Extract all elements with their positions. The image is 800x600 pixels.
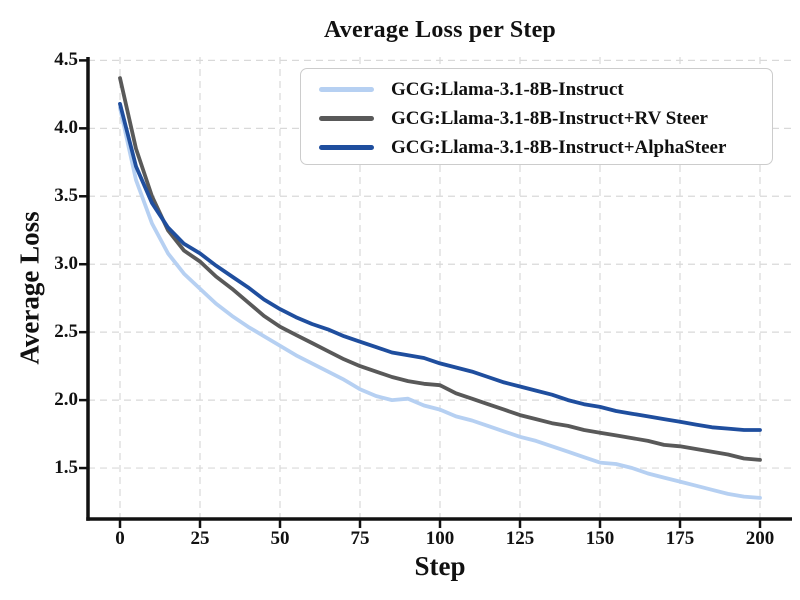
legend-line-swatch <box>319 145 374 150</box>
y-tick-label: 3.5 <box>54 185 78 207</box>
y-tick-label: 2.0 <box>54 389 78 411</box>
x-tick-label: 175 <box>665 528 695 549</box>
series-line <box>118 76 762 462</box>
x-tick-label: 100 <box>425 528 455 549</box>
series-line <box>118 106 762 500</box>
x-tick-label: 150 <box>585 528 615 549</box>
x-tick-label: 200 <box>745 528 775 549</box>
x-tick-label: 75 <box>350 528 370 549</box>
y-tick-label: 4.5 <box>54 49 78 71</box>
legend-item: GCG:Llama-3.1-8B-Instruct+RV Steer <box>319 104 772 133</box>
legend-item: GCG:Llama-3.1-8B-Instruct+AlphaSteer <box>319 133 772 162</box>
y-tick-label: 2.5 <box>54 321 78 343</box>
y-tick-label: 3.0 <box>54 253 78 275</box>
y-tick-label: 1.5 <box>54 457 78 479</box>
legend-line-swatch <box>319 87 374 92</box>
x-tick-label: 0 <box>115 528 125 549</box>
legend: GCG:Llama-3.1-8B-Instruct GCG:Llama-3.1-8… <box>300 68 773 165</box>
legend-item: GCG:Llama-3.1-8B-Instruct <box>319 75 772 104</box>
x-tick-label: 125 <box>505 528 535 549</box>
chart-title: Average Loss per Step <box>324 17 556 43</box>
x-tick-label: 50 <box>270 528 290 549</box>
y-tick-label: 4.0 <box>54 117 78 139</box>
legend-label: GCG:Llama-3.1-8B-Instruct+RV Steer <box>391 107 708 129</box>
legend-line-swatch <box>319 116 374 121</box>
x-tick-label: 25 <box>190 528 210 549</box>
legend-label: GCG:Llama-3.1-8B-Instruct <box>391 78 624 100</box>
x-axis-label: Step <box>414 551 466 581</box>
series-line <box>118 102 762 432</box>
legend-label: GCG:Llama-3.1-8B-Instruct+AlphaSteer <box>391 136 727 158</box>
